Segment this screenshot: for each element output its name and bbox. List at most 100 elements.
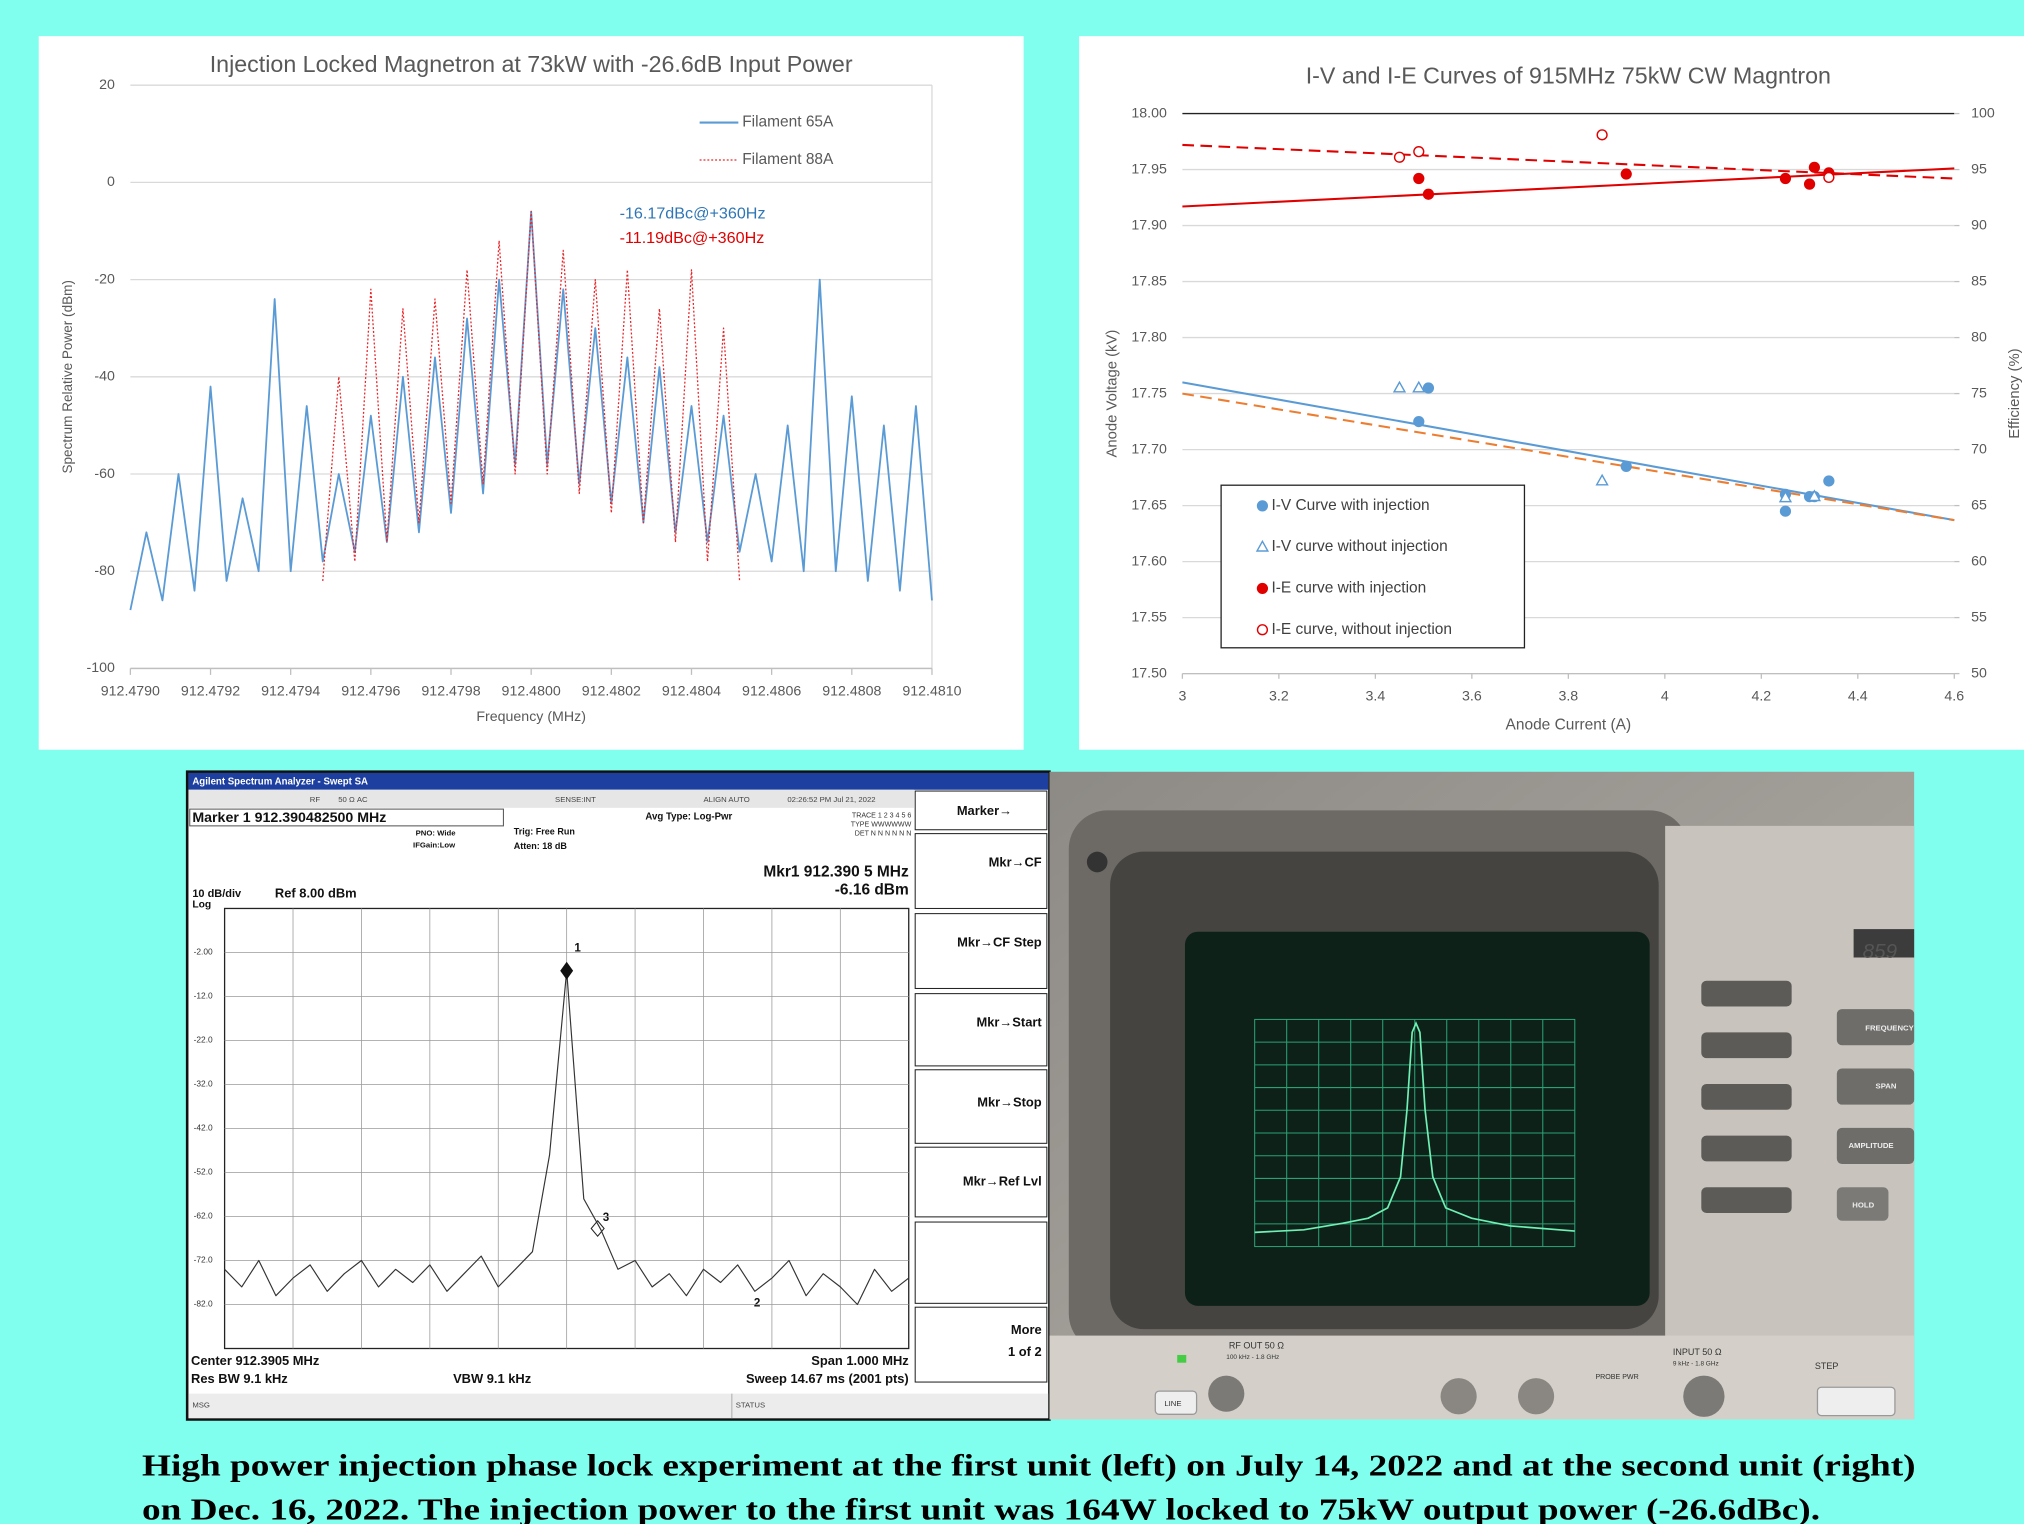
annotation: -16.17dBc@+360Hz [620,204,766,222]
legend-marker [1256,624,1269,636]
model-number: 859 [1863,940,1898,963]
x-tick-label: 912.4808 [822,683,881,699]
point [1413,415,1425,428]
trace-row: DET N N N N N N [855,829,912,837]
point [1413,146,1425,158]
series-line [322,210,741,582]
status-text: 02:26:52 PM Jul 21, 2022 [787,795,875,804]
chart-title: I-V and I-E Curves of 915MHz 75kW CW Mag… [1306,63,1831,89]
point [1422,188,1435,200]
legend-label: I-V curve without injection [1271,538,1447,555]
y-tick-label: -32.0 [194,1079,213,1089]
step-keys [1816,1386,1896,1417]
knob [1518,1378,1555,1415]
y-tick-label: -52.0 [194,1167,213,1177]
legend-marker [1255,539,1270,552]
analyzer-window-title: Agilent Spectrum Analyzer - Swept SA [192,777,368,788]
legend-label: Filament 88A [742,151,834,168]
y-tick-label: 17.80 [1131,329,1167,345]
key [1836,1187,1889,1221]
point [1620,460,1632,473]
y-tick-label: 17.70 [1131,441,1167,457]
y2-tick-label: 75 [1971,385,1987,401]
connector [1683,1375,1725,1417]
res-bw: Res BW 9.1 kHz [191,1371,288,1386]
marker-box [189,808,504,827]
x-tick-label: 4.4 [1848,689,1868,705]
legend-marker [1256,582,1269,595]
sweep: Sweep 14.67 ms (2001 pts) [746,1371,909,1386]
vbw: VBW 9.1 kHz [453,1371,531,1386]
y-tick-label: 17.65 [1131,497,1167,513]
crt-screen [1184,931,1650,1306]
y-tick-label: -22.0 [194,1035,213,1045]
analyzer-message-bar [188,1393,1049,1419]
step-label: STEP [1815,1361,1839,1371]
softkey-label: More [1011,1322,1042,1337]
log: Log [192,899,211,910]
y2-axis-label: Efficiency (%) [2007,348,2023,438]
x-tick-label: 912.4804 [662,683,721,699]
y-tick-label: -60 [94,466,115,482]
crt-trace [1254,1021,1575,1234]
softkey [914,993,1048,1067]
point [1778,490,1793,503]
x-axis-label: Frequency (MHz) [476,709,586,725]
y2-tick-label: 50 [1971,665,1987,681]
point [1823,171,1835,184]
y2-tick-label: 90 [1971,217,1987,233]
y-tick-label: 17.90 [1131,217,1167,233]
y2-tick-label: 70 [1971,441,1987,457]
legend-label: Filament 65A [742,114,834,131]
marker-frequency: Marker 1 912.390482500 MHz [192,810,386,826]
y2-tick-label: 60 [1971,553,1987,569]
status-text: 50 Ω AC [338,795,368,804]
point [1779,172,1792,185]
key [1701,1135,1792,1162]
softkey [914,1306,1048,1383]
reference-level: Ref 8.00 dBm [275,886,357,901]
x-tick-label: 4.2 [1751,689,1771,705]
screw [1086,851,1108,873]
left-chart-panel [38,36,1024,750]
avg-type: Avg Type: Log-Pwr [645,811,732,822]
point [1393,151,1406,163]
status-text: SENSE:INT [555,795,596,804]
status-text: RF [310,795,321,804]
line-label: LINE [1164,1399,1181,1408]
analyzer-status-bar [188,789,914,808]
softkey-label: Mkr→CF [989,855,1042,870]
y-axis-label: Spectrum Relative Power (dBm) [60,280,75,473]
point [1596,129,1608,141]
x-tick-label: 912.4792 [181,683,240,699]
analyzer-photo: 859 FREQUENCY SPAN AMPLITUDE HOLD RF OUT… [1049,771,1915,1420]
y2-tick-label: 80 [1971,329,1987,345]
y-tick-label: -12.0 [194,991,213,1001]
x-tick-label: 912.4806 [742,683,801,699]
status-label: STATUS [736,1400,765,1409]
button-label: SPAN [1876,1082,1897,1091]
legend-marker [1256,500,1269,512]
softkey-label: Marker→ [957,803,1012,818]
point [1595,473,1609,486]
rf-out-label: RF OUT 50 Ω [1229,1340,1284,1350]
connector [1208,1375,1245,1412]
softkey [914,833,1048,909]
y-tick-label: -82.0 [194,1299,213,1309]
trig: Trig: Free Run [514,827,575,837]
legend-label: I-E curve with injection [1271,580,1426,597]
key [1701,1032,1792,1059]
rf-out-range: 100 kHz - 1.8 GHz [1226,1354,1279,1361]
legend-box [1220,484,1526,649]
y-axis-label: Anode Voltage (kV) [1105,330,1121,458]
softkey-label: Mkr→Ref Lvl [963,1173,1042,1188]
x-axis-label: Anode Current (A) [1506,716,1632,733]
x-tick-label: 912.4802 [582,683,641,699]
point [1807,489,1822,502]
button-label: AMPLITUDE [1848,1141,1893,1150]
span: Span 1.000 MHz [811,1353,908,1368]
point [1779,505,1792,517]
key [1836,1127,1915,1164]
